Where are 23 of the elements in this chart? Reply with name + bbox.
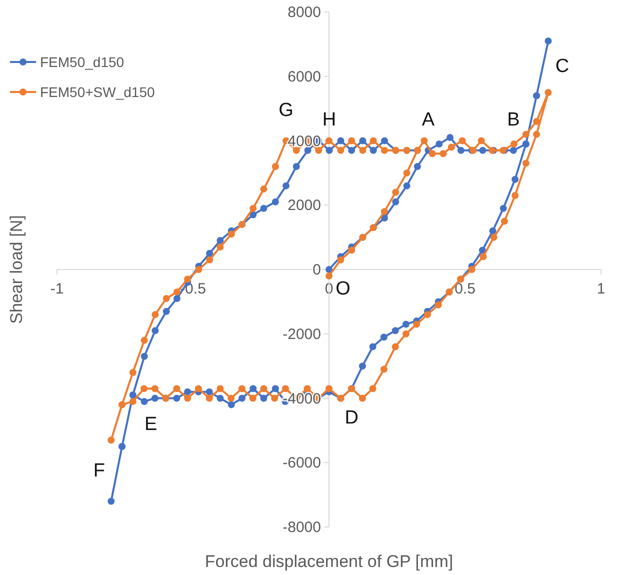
annotation: G: [278, 100, 294, 121]
x-tick-label: 0.5: [454, 280, 476, 298]
y-tick-label: -2000: [282, 326, 321, 343]
y-tick-label: -6000: [282, 454, 321, 472]
y-tick-label: 2000: [288, 197, 321, 214]
annotation: B: [507, 109, 520, 130]
annotation: H: [322, 109, 336, 130]
legend-label: FEM50_d150: [40, 54, 124, 70]
annotation: D: [344, 408, 358, 429]
legend-label: FEM50+SW_d150: [40, 84, 155, 100]
y-tick-label: -8000: [282, 519, 321, 536]
x-tick-label: -1: [50, 280, 64, 298]
annotation: O: [336, 278, 350, 300]
x-tick-label: 1: [596, 280, 606, 298]
annotation: A: [422, 109, 435, 130]
y-tick-label: 0: [312, 262, 321, 278]
annotation: C: [555, 56, 570, 77]
y-tick-label: 8000: [288, 4, 321, 21]
y-axis-title: Shear load [N]: [7, 215, 26, 324]
x-axis-title: Forced displacement of GP [mm]: [204, 552, 454, 571]
y-tick-label: 6000: [288, 68, 321, 86]
annotation: E: [144, 414, 158, 436]
annotation: F: [93, 460, 105, 482]
